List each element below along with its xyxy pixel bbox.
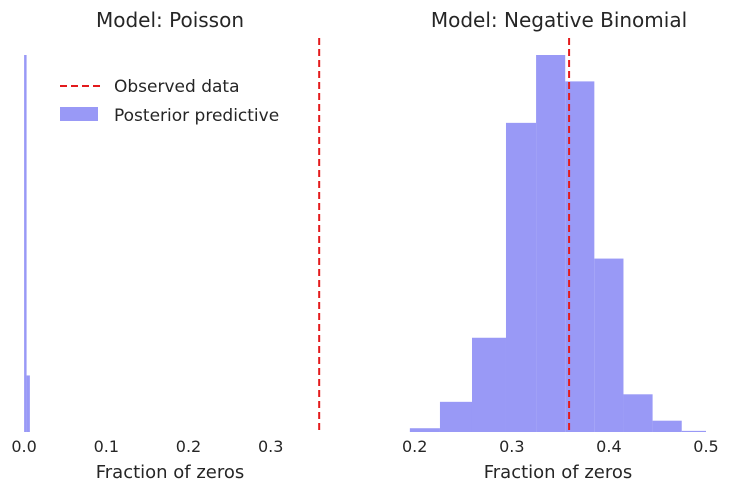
poisson-x-tick-label-2: 0.2 (176, 437, 201, 456)
negbin-bar-3 (505, 122, 537, 433)
negbin-x-tick-label-0: 0.2 (402, 437, 427, 456)
negbin-bar-9 (681, 430, 706, 432)
negbin-title: Model: Negative Binomial (431, 8, 687, 32)
negbin-bar-1 (439, 401, 472, 432)
negbin-bar-6 (594, 258, 624, 432)
negbin-x-tick-label-1: 0.3 (499, 437, 524, 456)
negbin-bars (409, 55, 706, 433)
negbin-x-tick-label-2: 0.4 (596, 437, 621, 456)
poisson-x-tick-label-0: 0.0 (11, 437, 36, 456)
poisson-title: Model: Poisson (96, 8, 244, 32)
negbin-bar-2 (471, 337, 506, 432)
poisson-x-tick-label-3: 0.3 (258, 437, 283, 456)
negbin-bar-7 (623, 394, 653, 432)
panel-negative-binomial: Model: Negative Binomial 0.2 0.3 0.4 0.5 Fr… (402, 8, 719, 483)
poisson-x-ticks: 0.0 0.1 0.2 0.3 (11, 437, 283, 456)
negbin-bar-4 (536, 55, 566, 432)
negbin-x-ticks: 0.2 0.3 0.4 0.5 (402, 437, 719, 456)
legend-posterior-swatch (60, 107, 98, 121)
poisson-bars (24, 55, 30, 432)
poisson-x-tick-label-1: 0.1 (94, 437, 119, 456)
negbin-xlabel: Fraction of zeros (484, 462, 633, 483)
negbin-bar-0 (409, 428, 440, 432)
poisson-bar-0 (24, 55, 27, 432)
poisson-bar-1 (26, 375, 30, 432)
negbin-bar-8 (652, 420, 682, 432)
legend-observed-label: Observed data (114, 77, 239, 97)
legend: Observed data Posterior predictive (60, 77, 279, 126)
poisson-xlabel: Fraction of zeros (96, 462, 245, 483)
legend-posterior-label: Posterior predictive (114, 106, 279, 126)
negbin-x-tick-label-3: 0.5 (693, 437, 718, 456)
panel-poisson: Model: Poisson 0.0 0.1 0.2 0.3 Fraction of … (11, 8, 321, 483)
